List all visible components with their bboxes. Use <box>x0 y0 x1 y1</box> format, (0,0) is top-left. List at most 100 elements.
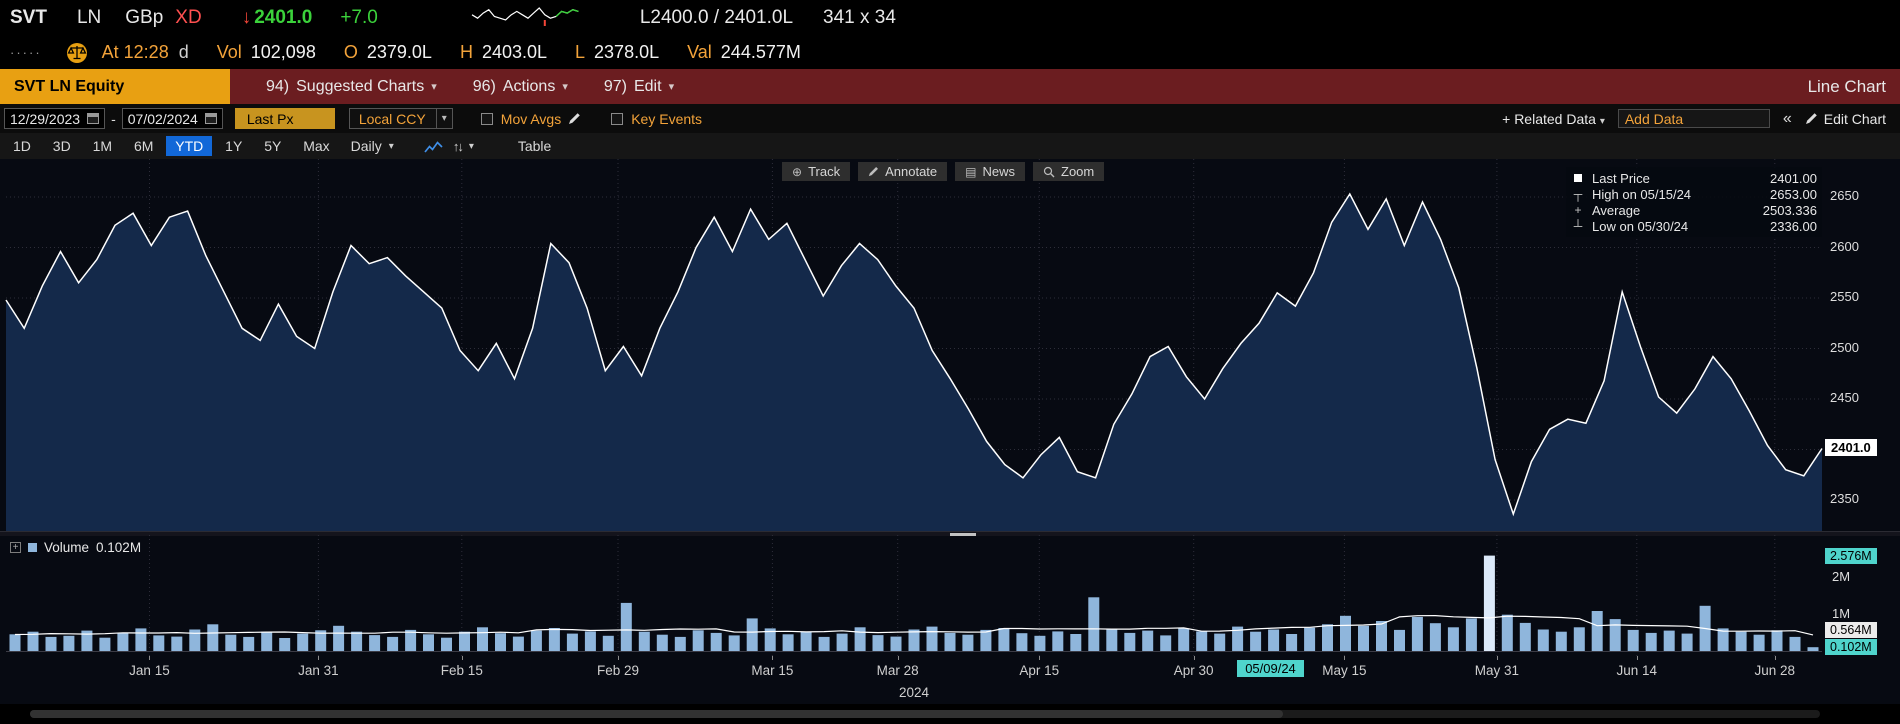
chevron-down-icon: ▾ <box>562 81 568 93</box>
zoom-icon <box>1043 166 1055 178</box>
price-field-selector[interactable]: Last Px <box>234 108 335 129</box>
ticker-symbol: SVT <box>10 7 47 28</box>
scrollbar-thumb[interactable] <box>30 710 1283 718</box>
period-max[interactable]: Max <box>294 136 338 156</box>
volume-chart-svg <box>6 535 1822 656</box>
asof-time: At 12:28 <box>101 42 169 62</box>
x-axis-label: May 15 <box>1322 663 1367 678</box>
x-axis-tick <box>617 656 619 660</box>
chevron-down-icon[interactable]: ▾ <box>435 109 452 128</box>
bottom-bar <box>0 704 1900 724</box>
chevron-down-icon: ▾ <box>431 81 437 93</box>
high-marker-icon: ┬ <box>1573 187 1583 201</box>
x-axis-tick <box>318 656 320 660</box>
period-ytd[interactable]: YTD <box>166 136 213 156</box>
x-axis-tick <box>1039 656 1041 660</box>
vol-value: 102,098 <box>250 42 316 62</box>
security-field[interactable]: SVT LN Equity <box>0 69 230 104</box>
volume-legend-value: 0.102M <box>96 540 142 555</box>
date-to-field[interactable]: 07/02/2024 <box>121 108 223 129</box>
x-axis-tick <box>1774 656 1776 660</box>
zoom-button[interactable]: Zoom <box>1033 162 1105 181</box>
edit-chart-button[interactable]: Edit Chart <box>1805 111 1886 127</box>
x-axis-label: Jan 15 <box>129 663 170 678</box>
x-axis-tick <box>1344 656 1346 660</box>
key-events-checkbox[interactable] <box>611 112 624 125</box>
annotate-icon <box>868 166 879 177</box>
volume-pane[interactable]: + Volume 0.102M 2.576M 2M 1M 0.564M 0.102M <box>0 535 1900 656</box>
grip-dots-icon: ····· <box>10 45 42 60</box>
menu-actions[interactable]: 96) Actions ▾ <box>472 77 568 95</box>
track-icon: ⊕ <box>792 164 803 179</box>
legend-high: ┬ High on 05/15/24 2653.00 <box>1571 186 1817 202</box>
chevron-down-icon[interactable]: ▾ <box>468 140 474 152</box>
price-chart-svg <box>5 159 1823 535</box>
period-1m[interactable]: 1M <box>84 136 121 156</box>
x-axis-label: Feb 29 <box>596 663 639 678</box>
chart-legend: Last Price 2401.00 ┬ High on 05/15/24 2653… <box>1566 167 1822 237</box>
open-value: 2379.0L <box>366 42 432 62</box>
volume-axis-label: 1M <box>1832 605 1851 621</box>
x-axis-year-label: 2024 <box>898 685 930 700</box>
price-down-arrow-icon: ↓ <box>241 7 252 28</box>
x-axis-tick <box>1636 656 1638 660</box>
x-axis-label: Apr 30 <box>1173 663 1214 678</box>
period-toolbar: 1D 3D 1M 6M YTD 1Y 5Y Max Daily ▾ ↑↓ ▾ T… <box>0 133 1900 159</box>
mov-avgs-checkbox[interactable] <box>480 112 493 125</box>
x-axis-label: Jun 14 <box>1616 663 1658 678</box>
x-axis-label: Mar 28 <box>876 663 919 678</box>
news-button[interactable]: ▤ News <box>955 162 1025 181</box>
add-data-input[interactable] <box>1617 109 1770 128</box>
price-axis-label: 2550 <box>1830 289 1859 304</box>
chart-mode-label: Line Chart <box>1807 76 1886 96</box>
pane-divider[interactable] <box>0 531 1900 536</box>
currency-selector[interactable]: Local CCY ▾ <box>348 108 453 129</box>
last-price-axis-chip: 2401.0 <box>1825 439 1877 457</box>
ex-dividend-flag: XD <box>175 7 202 28</box>
line-chart-type-icon[interactable] <box>424 139 443 154</box>
price-axis-label: 2350 <box>1830 491 1859 506</box>
average-marker-icon: + <box>1574 203 1582 217</box>
track-button[interactable]: ⊕ Track <box>782 162 851 181</box>
horizontal-scrollbar[interactable] <box>30 710 1820 718</box>
key-events-label: Key Events <box>631 110 703 127</box>
last-price-swatch-icon <box>1571 171 1585 185</box>
open-label: O <box>343 42 358 62</box>
period-1d[interactable]: 1D <box>4 136 40 156</box>
period-1y[interactable]: 1Y <box>216 136 251 156</box>
sort-arrows-icon[interactable]: ↑↓ <box>452 138 464 154</box>
vol-label: Vol <box>216 42 242 62</box>
chevron-down-icon: ▾ <box>668 81 675 93</box>
annotate-button[interactable]: Annotate <box>858 162 948 181</box>
chart-region: ⊕ Track Annotate ▤ News Zoom Last Price 240… <box>0 159 1900 724</box>
menu-suggested-charts[interactable]: 94) Suggested Charts ▾ <box>266 77 437 95</box>
bid-ask-quote: L2400.0 / 2401.0L <box>639 7 794 28</box>
pencil-icon[interactable] <box>568 112 581 125</box>
chevron-down-icon: ▾ <box>1599 115 1605 127</box>
period-6m[interactable]: 6M <box>125 136 162 156</box>
related-data-button[interactable]: + Related Data ▾ <box>1502 110 1605 127</box>
calendar-icon[interactable] <box>204 113 217 124</box>
price-axis-label: 2600 <box>1830 238 1859 254</box>
period-3d[interactable]: 3D <box>44 136 80 156</box>
frequency-selector[interactable]: Daily ▾ <box>350 138 394 154</box>
x-axis-label: Feb 15 <box>440 663 483 678</box>
table-button[interactable]: Table <box>512 137 557 155</box>
collapse-chevrons-icon[interactable]: « <box>1782 109 1792 127</box>
volume-legend-label: Volume <box>44 540 90 555</box>
cursor-date-chip: 05/09/24 <box>1237 660 1304 677</box>
menu-edit[interactable]: 97) Edit ▾ <box>603 77 675 95</box>
calendar-icon[interactable] <box>87 113 100 124</box>
x-axis-tick <box>149 656 151 660</box>
last-price: 2401.0 <box>254 7 313 28</box>
mov-avgs-label: Mov Avgs <box>500 110 562 127</box>
period-5y[interactable]: 5Y <box>255 136 290 156</box>
x-axis-label: Mar 15 <box>751 663 794 678</box>
price-chart-pane[interactable]: ⊕ Track Annotate ▤ News Zoom Last Price 240… <box>0 159 1900 535</box>
date-from-field[interactable]: 12/29/2023 <box>4 108 106 129</box>
volume-legend: + Volume 0.102M <box>10 540 141 555</box>
collapse-pane-icon[interactable]: + <box>10 542 21 553</box>
pane-resize-handle[interactable] <box>950 533 976 536</box>
legend-low: ┴ Low on 05/30/24 2336.00 <box>1571 218 1817 234</box>
